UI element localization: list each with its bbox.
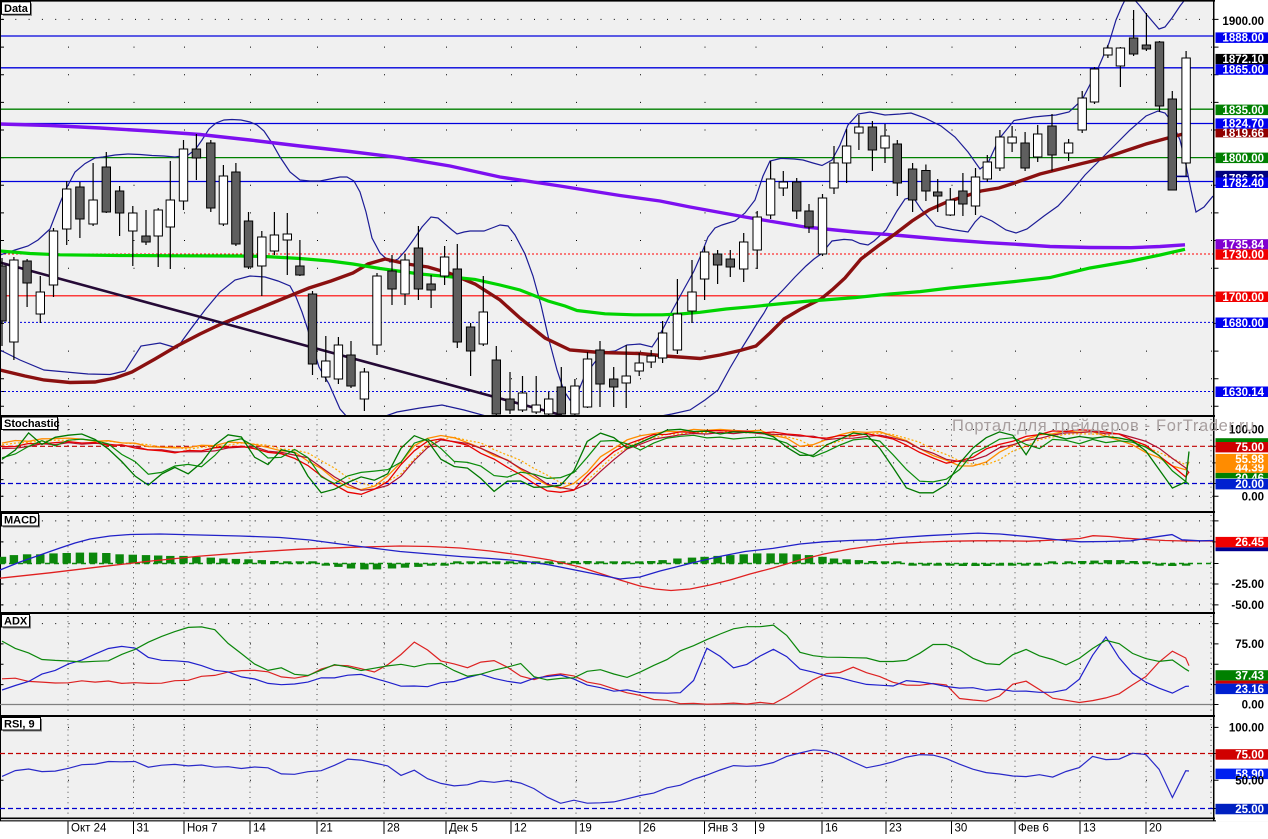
svg-text:20: 20 bbox=[1149, 823, 1162, 835]
svg-text:75.00: 75.00 bbox=[1235, 750, 1264, 762]
svg-text:31: 31 bbox=[137, 823, 150, 835]
svg-text:1865.00: 1865.00 bbox=[1222, 65, 1264, 77]
svg-text:12: 12 bbox=[514, 823, 527, 835]
svg-text:1800.00: 1800.00 bbox=[1222, 153, 1264, 165]
svg-text:19: 19 bbox=[579, 823, 592, 835]
svg-text:9: 9 bbox=[759, 823, 765, 835]
svg-text:Ноя 7: Ноя 7 bbox=[187, 823, 218, 835]
svg-text:-25.00: -25.00 bbox=[1231, 579, 1264, 591]
svg-text:1630.14: 1630.14 bbox=[1222, 387, 1264, 399]
svg-text:MACD: MACD bbox=[4, 515, 37, 527]
svg-text:20.00: 20.00 bbox=[1235, 479, 1264, 491]
svg-text:1700.00: 1700.00 bbox=[1222, 292, 1264, 304]
svg-text:14: 14 bbox=[253, 823, 266, 835]
svg-text:1835.00: 1835.00 bbox=[1222, 105, 1264, 117]
svg-text:1680.00: 1680.00 bbox=[1222, 318, 1264, 330]
svg-text:100.00: 100.00 bbox=[1229, 722, 1264, 734]
svg-text:Окт 24: Окт 24 bbox=[71, 823, 107, 835]
svg-text:1888.00: 1888.00 bbox=[1222, 33, 1264, 45]
svg-text:Data: Data bbox=[4, 3, 29, 15]
svg-text:23: 23 bbox=[889, 823, 902, 835]
svg-text:55.98: 55.98 bbox=[1235, 454, 1264, 466]
svg-text:Фев 6: Фев 6 bbox=[1018, 823, 1049, 835]
svg-text:1819.66: 1819.66 bbox=[1222, 128, 1264, 140]
svg-text:Stochastic: Stochastic bbox=[4, 418, 60, 430]
svg-text:26: 26 bbox=[643, 823, 656, 835]
svg-text:26.45: 26.45 bbox=[1235, 537, 1264, 549]
svg-text:75.00: 75.00 bbox=[1235, 442, 1264, 454]
svg-text:1730.00: 1730.00 bbox=[1222, 250, 1264, 262]
svg-text:Дек 5: Дек 5 bbox=[449, 823, 478, 835]
svg-text:23.16: 23.16 bbox=[1235, 684, 1264, 696]
svg-text:50.00: 50.00 bbox=[1235, 775, 1264, 787]
svg-text:Портал для трейдеров - ForTrad: Портал для трейдеров - ForTrader.ru bbox=[952, 417, 1255, 435]
svg-text:RSI, 9: RSI, 9 bbox=[4, 719, 35, 731]
svg-text:1782.40: 1782.40 bbox=[1222, 178, 1264, 190]
svg-text:Янв 3: Янв 3 bbox=[708, 823, 738, 835]
svg-text:25.00: 25.00 bbox=[1235, 804, 1264, 816]
svg-text:16: 16 bbox=[825, 823, 838, 835]
svg-text:0.00: 0.00 bbox=[1242, 700, 1264, 712]
svg-text:1900.00: 1900.00 bbox=[1222, 16, 1264, 28]
svg-text:0.00: 0.00 bbox=[1242, 491, 1264, 503]
svg-text:21: 21 bbox=[320, 823, 333, 835]
svg-text:13: 13 bbox=[1083, 823, 1096, 835]
svg-text:-50.00: -50.00 bbox=[1231, 600, 1264, 612]
svg-text:ADX: ADX bbox=[4, 616, 28, 628]
svg-text:75.00: 75.00 bbox=[1235, 639, 1264, 651]
svg-text:28: 28 bbox=[387, 823, 400, 835]
svg-text:30: 30 bbox=[955, 823, 968, 835]
